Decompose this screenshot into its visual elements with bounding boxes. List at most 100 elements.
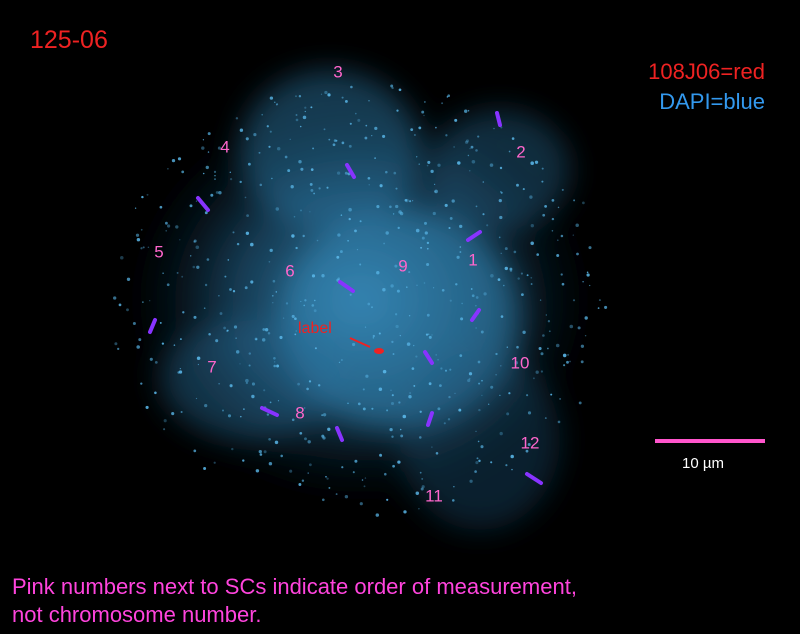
speckle (267, 332, 271, 335)
speckle (431, 446, 433, 448)
speckle (275, 291, 278, 293)
speckle (348, 144, 352, 148)
speckle (371, 306, 373, 309)
speckle (409, 392, 411, 394)
speckle (560, 234, 564, 238)
speckle (458, 408, 462, 412)
speckle (235, 117, 239, 120)
speckle (300, 209, 302, 212)
speckle (302, 234, 305, 238)
speckle (365, 374, 369, 378)
speckle (232, 290, 236, 293)
speckle (159, 205, 163, 209)
speckle (532, 377, 535, 380)
sc-label: 8 (295, 403, 305, 423)
speckle (235, 350, 240, 354)
speckle (536, 253, 540, 256)
speckle (500, 252, 502, 254)
speckle (481, 394, 483, 397)
speckle (541, 180, 544, 183)
speckle (540, 352, 544, 356)
speckle (165, 230, 167, 232)
speckle (412, 200, 414, 202)
speckle (271, 294, 274, 297)
speckle (142, 246, 145, 249)
speckle (229, 288, 232, 291)
speckle (255, 469, 260, 473)
speckle (550, 393, 553, 396)
speckle (500, 126, 503, 129)
sc-mark (470, 308, 481, 322)
speckle (165, 221, 168, 225)
speckle (231, 447, 234, 451)
speckle (379, 453, 383, 457)
speckle (365, 124, 368, 127)
speckle (304, 299, 307, 302)
speckle (248, 364, 251, 367)
speckle (349, 293, 352, 296)
speckle (193, 315, 197, 319)
speckle (354, 459, 358, 463)
speckle (223, 326, 226, 330)
speckle (181, 170, 185, 174)
speckle (398, 401, 401, 404)
speckle (325, 475, 327, 478)
speckle (421, 236, 425, 240)
speckle (516, 345, 519, 349)
speckle (204, 283, 208, 287)
speckle (276, 364, 280, 368)
speckle (395, 324, 399, 329)
speckle (382, 287, 386, 292)
sc-label: 1 (468, 250, 478, 270)
speckle (140, 228, 143, 231)
speckle (175, 225, 179, 229)
speckle (493, 127, 495, 130)
speckle (542, 334, 545, 337)
speckle (227, 414, 232, 418)
speckle (582, 201, 585, 205)
speckle (269, 130, 272, 133)
speckle (328, 486, 331, 489)
speckle (471, 294, 475, 298)
speckle (441, 102, 444, 105)
speckle (569, 324, 574, 329)
speckle (367, 176, 371, 180)
speckle (584, 334, 587, 337)
speckle (449, 216, 453, 220)
speckle (455, 283, 458, 286)
speckle (337, 233, 341, 237)
speckle (312, 147, 315, 150)
speckle (399, 335, 401, 337)
speckle (500, 365, 502, 367)
speckle (192, 265, 196, 269)
speckle (551, 217, 555, 221)
speckle (490, 385, 494, 389)
speckle (424, 221, 427, 225)
speckle (215, 191, 219, 194)
speckle (179, 338, 182, 341)
speckle (272, 302, 274, 304)
speckle (269, 96, 274, 100)
speckle (276, 146, 281, 151)
speckle (291, 314, 295, 318)
speckle (313, 309, 317, 313)
speckle (240, 415, 242, 418)
speckle (476, 457, 479, 460)
speckle (499, 215, 503, 220)
speckle (207, 151, 210, 153)
speckle (299, 431, 303, 435)
speckle (275, 207, 280, 211)
speckle (291, 418, 295, 422)
speckle (390, 84, 394, 88)
speckle (393, 171, 397, 175)
speckle (475, 296, 479, 299)
speckle (167, 224, 171, 228)
speckle (468, 372, 473, 376)
speckle (359, 220, 362, 223)
speckle (301, 479, 305, 482)
speckle (171, 158, 176, 163)
speckle (327, 427, 331, 431)
speckle (390, 401, 395, 406)
speckle (218, 190, 222, 195)
speckle (141, 195, 144, 199)
